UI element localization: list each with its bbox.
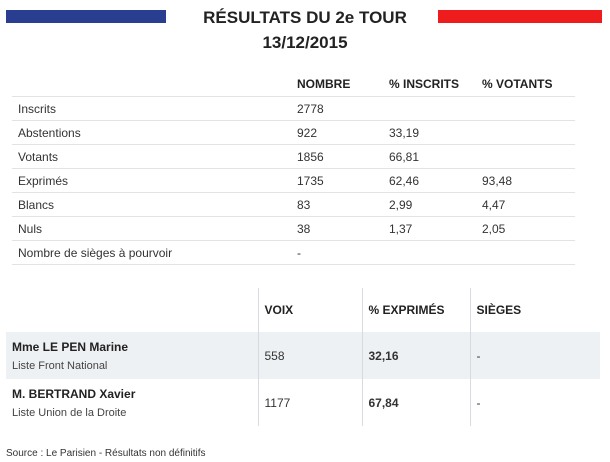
cell-exprimes: 67,84 <box>361 379 470 426</box>
candidate-row: M. BERTRAND Xavier Liste Union de la Dro… <box>6 379 600 426</box>
table-row: Blancs 83 2,99 4,47 <box>12 192 575 217</box>
cell-votants <box>482 240 575 265</box>
cell-nombre: 38 <box>297 216 389 241</box>
stats-table: NOMBRE % INSCRITS % VOTANTS Inscrits 277… <box>12 72 575 265</box>
col-inscrits-header: % INSCRITS <box>389 77 460 91</box>
source-note: Source : Le Parisien - Résultats non déf… <box>6 448 206 459</box>
candidate-cell: M. BERTRAND Xavier Liste Union de la Dro… <box>6 379 258 426</box>
candidate-cell: Mme LE PEN Marine Liste Front National <box>6 332 258 379</box>
page-title: RÉSULTATS DU 2e TOUR <box>203 8 407 27</box>
cell-inscrits <box>389 240 482 265</box>
row-label: Nuls <box>12 216 297 241</box>
cell-nombre: 922 <box>297 120 389 145</box>
row-label: Blancs <box>12 192 297 217</box>
cell-voix: 1177 <box>257 379 362 426</box>
flag-blue-bar <box>6 10 166 23</box>
cell-votants: 4,47 <box>482 192 575 217</box>
cell-votants: 93,48 <box>482 168 575 193</box>
results-table: VOIX % EXPRIMÉS SIÈGES Mme LE PEN Marine… <box>6 288 600 426</box>
cell-nombre: - <box>297 240 389 265</box>
cell-votants <box>482 120 575 145</box>
table-row: Nuls 38 1,37 2,05 <box>12 216 575 241</box>
row-label: Abstentions <box>12 120 297 145</box>
col-nombre-header: NOMBRE <box>297 77 351 91</box>
table-row: Inscrits 2778 <box>12 96 575 121</box>
row-label: Votants <box>12 144 297 169</box>
results-header-row: VOIX % EXPRIMÉS SIÈGES <box>6 288 600 332</box>
candidate-list: Liste Front National <box>12 359 108 372</box>
cell-sieges: - <box>469 379 600 426</box>
cell-inscrits <box>389 96 482 121</box>
row-label: Inscrits <box>12 96 297 121</box>
table-row: Votants 1856 66,81 <box>12 144 575 169</box>
flag-red-bar <box>438 10 602 23</box>
cell-inscrits: 62,46 <box>389 168 482 193</box>
cell-nombre: 1735 <box>297 168 389 193</box>
cell-nombre: 83 <box>297 192 389 217</box>
cell-inscrits: 33,19 <box>389 120 482 145</box>
col-votants-header: % VOTANTS <box>482 77 553 91</box>
table-row: Abstentions 922 33,19 <box>12 120 575 145</box>
stats-header-row: NOMBRE % INSCRITS % VOTANTS <box>12 72 575 97</box>
cell-votants: 2,05 <box>482 216 575 241</box>
cell-inscrits: 66,81 <box>389 144 482 169</box>
table-row: Nombre de sièges à pourvoir - <box>12 240 575 265</box>
page-date: 13/12/2015 <box>262 33 348 52</box>
col-voix-header: VOIX <box>257 288 362 332</box>
row-label: Nombre de sièges à pourvoir <box>12 240 297 265</box>
cell-exprimes: 32,16 <box>361 332 470 379</box>
candidate-name: Mme LE PEN Marine <box>12 339 129 354</box>
cell-inscrits: 2,99 <box>389 192 482 217</box>
candidate-name: M. BERTRAND Xavier <box>12 386 136 401</box>
col-exprimes-header: % EXPRIMÉS <box>361 288 470 332</box>
cell-votants <box>482 144 575 169</box>
cell-nombre: 1856 <box>297 144 389 169</box>
table-row: Exprimés 1735 62,46 93,48 <box>12 168 575 193</box>
cell-votants <box>482 96 575 121</box>
cell-inscrits: 1,37 <box>389 216 482 241</box>
cell-sieges: - <box>469 332 600 379</box>
cell-nombre: 2778 <box>297 96 389 121</box>
candidate-list: Liste Union de la Droite <box>12 406 127 419</box>
cell-voix: 558 <box>257 332 362 379</box>
col-sieges-header: SIÈGES <box>469 288 600 332</box>
row-label: Exprimés <box>12 168 297 193</box>
candidate-row: Mme LE PEN Marine Liste Front National 5… <box>6 332 600 379</box>
